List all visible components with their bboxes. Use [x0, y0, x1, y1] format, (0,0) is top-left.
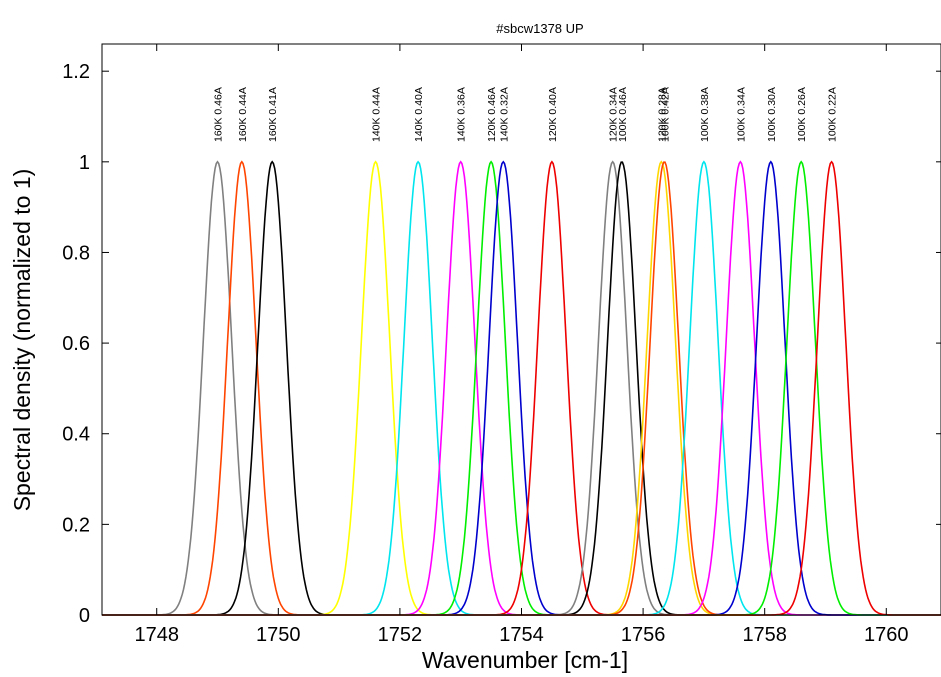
peak-label: 100K 0.30A — [766, 87, 778, 142]
peak-label: 140K 0.44A — [371, 87, 383, 142]
x-tick-label: 1758 — [742, 624, 787, 646]
peak-label: 100K 0.34A — [735, 87, 747, 142]
y-tick-label: 1 — [79, 152, 90, 174]
y-axis-title: Spectral density (normalized to 1) — [9, 169, 35, 512]
peak-label: 160K 0.46A — [213, 87, 225, 142]
x-tick-label: 1760 — [864, 624, 909, 646]
y-tick-label: 0.4 — [62, 424, 90, 446]
peak-label: 100K 0.26A — [796, 87, 808, 142]
chart-title: #sbcw1378 UP — [496, 21, 583, 36]
peak-label: 140K 0.40A — [413, 87, 425, 142]
peak-label: 120K 0.34A — [608, 87, 620, 142]
peak-label: 100K 0.42A — [659, 87, 671, 142]
x-axis-title: Wavenumber [cm-1] — [422, 647, 628, 673]
peak-label: 160K 0.44A — [237, 87, 249, 142]
y-tick-label: 0 — [79, 605, 90, 627]
x-tick-label: 1750 — [256, 624, 301, 646]
y-tick-label: 0.2 — [62, 514, 90, 536]
peak-labels: 160K 0.46A 160K 0.44A 160K 0.41A 140K 0.44A… — [213, 87, 839, 142]
peak-label: 100K 0.46A — [617, 87, 629, 142]
y-tick-label: 1.2 — [62, 61, 90, 83]
x-tick-label: 1752 — [378, 624, 423, 646]
x-tick-label: 1748 — [134, 624, 179, 646]
peak-label: 120K 0.40A — [547, 87, 559, 142]
peak-label: 140K 0.36A — [456, 87, 468, 142]
peak-label: 140K 0.32A — [498, 87, 510, 142]
plot-area — [102, 160, 941, 616]
axes: 1748 1750 1752 1754 1756 1758 1760 0 0.2 0.4 0.6 0.… — [62, 44, 941, 646]
x-tick-label: 1754 — [499, 624, 544, 646]
peak-label: 160K 0.41A — [267, 87, 279, 142]
peak-label: 100K 0.22A — [827, 87, 839, 142]
peak-label: 100K 0.38A — [699, 87, 711, 142]
y-tick-label: 0.8 — [62, 242, 90, 264]
series-line — [102, 160, 941, 616]
peak-label: 120K 0.28A — [656, 87, 668, 142]
x-tick-label: 1756 — [621, 624, 666, 646]
y-tick-label: 0.6 — [62, 333, 90, 355]
peak-label: 120K 0.46A — [486, 87, 498, 142]
